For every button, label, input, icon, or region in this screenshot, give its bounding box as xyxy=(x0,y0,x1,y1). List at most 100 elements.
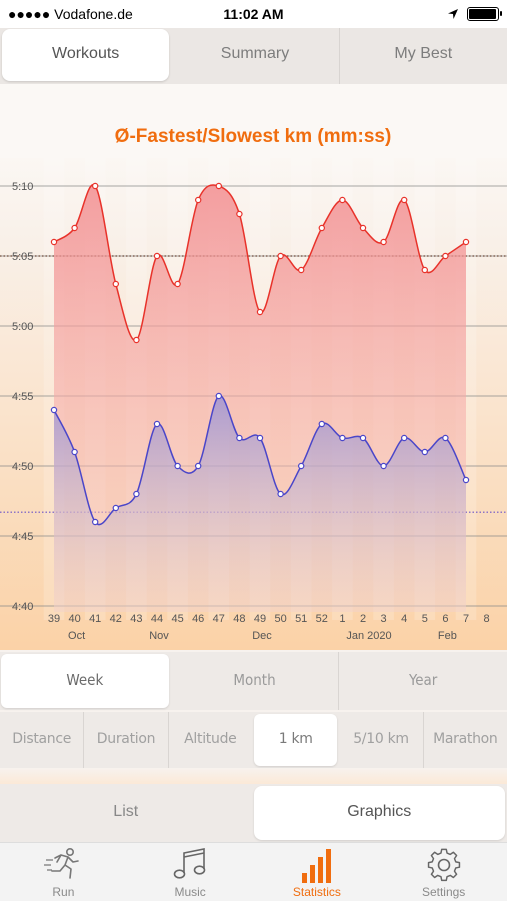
metric-marathon[interactable]: Marathon xyxy=(422,712,507,768)
y-tick-label: 5:10 xyxy=(12,181,33,193)
range-month[interactable]: Month xyxy=(233,671,276,689)
x-tick-label: 46 xyxy=(192,613,204,625)
data-point xyxy=(401,196,408,204)
data-point xyxy=(421,266,428,274)
data-point xyxy=(133,336,140,344)
carrier-label: ●●●●● Vodafone.de xyxy=(8,6,133,22)
series-area xyxy=(54,395,466,612)
tabbar-settings[interactable]: Settings xyxy=(380,843,507,901)
data-point xyxy=(298,462,305,470)
tabbar-run[interactable]: Run xyxy=(0,843,127,901)
tabbar-statistics-label: Statistics xyxy=(292,885,341,899)
gear-icon xyxy=(427,848,460,882)
data-point xyxy=(215,392,222,400)
x-tick-label: 45 xyxy=(171,613,183,625)
battery-level xyxy=(469,9,496,19)
x-tick-label: 1 xyxy=(339,613,345,625)
view-segmented-control: List Graphics xyxy=(0,784,507,842)
month-label: Oct xyxy=(68,630,85,642)
x-tick-label: 51 xyxy=(295,613,307,625)
data-point xyxy=(359,434,367,442)
y-tick-label: 4:40 xyxy=(12,601,33,613)
x-tick-label: 50 xyxy=(274,613,286,625)
data-point xyxy=(215,182,222,190)
data-point xyxy=(462,238,470,246)
metric-altitude[interactable]: Altitude xyxy=(167,712,252,768)
tab-summary[interactable]: Summary xyxy=(220,45,290,62)
data-point xyxy=(91,182,99,190)
data-point xyxy=(339,196,346,204)
x-tick-label: 43 xyxy=(130,613,142,625)
y-tick-label: 5:00 xyxy=(12,321,33,333)
data-point xyxy=(380,238,387,246)
x-tick-label: 42 xyxy=(110,613,122,625)
data-point xyxy=(50,406,58,414)
range-week[interactable]: Week xyxy=(1,654,169,708)
data-point xyxy=(153,420,161,428)
data-point xyxy=(174,462,181,470)
chart-area: Ø-Fastest/Slowest km (mm:ss) 4:40 4:45 4:5… xyxy=(0,84,507,650)
month-label: Dec xyxy=(252,630,272,642)
data-point xyxy=(442,434,449,442)
x-tick-label: 7 xyxy=(463,613,469,625)
month-label: Feb xyxy=(438,630,457,642)
data-point xyxy=(318,224,325,232)
data-point xyxy=(112,504,120,512)
data-point xyxy=(174,280,181,288)
x-tick-label: 47 xyxy=(213,613,225,625)
series-line xyxy=(53,183,467,341)
metric-5-10km[interactable]: 5/10 km xyxy=(353,731,409,747)
data-point xyxy=(401,434,408,442)
view-list[interactable]: List xyxy=(113,803,139,820)
tabbar-statistics[interactable]: Statistics xyxy=(254,843,381,901)
tab-bar: Run Music Statistics Settings xyxy=(0,842,507,901)
x-tick-label: 39 xyxy=(48,613,60,625)
data-point xyxy=(153,252,161,260)
tabbar-music-label: Music xyxy=(174,885,206,899)
clock: 11:02 AM xyxy=(223,6,284,22)
view-graphics[interactable]: Graphics xyxy=(253,786,505,840)
tabbar-settings-label: Settings xyxy=(421,885,466,899)
fastest-slowest-chart: Ø-Fastest/Slowest km (mm:ss) 4:40 4:45 4:5… xyxy=(0,126,507,650)
x-tick-label: 41 xyxy=(89,613,101,625)
data-point xyxy=(91,518,99,526)
data-point xyxy=(236,210,243,218)
data-point xyxy=(421,448,428,456)
month-label: Jan 2020 xyxy=(346,630,391,642)
range-year[interactable]: Year xyxy=(338,652,507,710)
data-point xyxy=(442,252,449,260)
data-point xyxy=(256,308,264,316)
top-segmented-control: Workouts Summary My Best xyxy=(0,28,507,84)
separator-glow xyxy=(0,768,507,784)
metric-distance[interactable]: Distance xyxy=(12,731,72,747)
runner-icon xyxy=(44,847,80,879)
metric-1km[interactable]: 1 km xyxy=(253,714,338,766)
data-point xyxy=(462,476,470,484)
data-point xyxy=(380,462,387,470)
metric-duration[interactable]: Duration xyxy=(83,712,167,768)
data-point xyxy=(298,266,305,274)
tabbar-run-label: Run xyxy=(52,885,75,899)
data-point xyxy=(277,490,284,498)
battery-icon xyxy=(467,7,502,21)
data-point xyxy=(71,448,78,456)
tab-workouts[interactable]: Workouts xyxy=(2,29,170,81)
location-arrow-icon xyxy=(448,9,458,19)
x-tick-label: 5 xyxy=(422,613,428,625)
x-tick-label: 48 xyxy=(233,613,245,625)
tab-my-best[interactable]: My Best xyxy=(338,28,507,84)
data-point xyxy=(50,238,58,246)
bar-chart-icon xyxy=(301,849,331,883)
month-label: Nov xyxy=(149,630,169,642)
data-point xyxy=(71,224,78,232)
data-point xyxy=(339,434,346,442)
data-point xyxy=(194,462,202,470)
x-tick-label: 49 xyxy=(254,613,266,625)
data-point xyxy=(194,196,202,204)
data-point xyxy=(236,434,243,442)
data-point xyxy=(133,490,140,498)
y-tick-label: 4:50 xyxy=(12,461,33,473)
tabbar-music[interactable]: Music xyxy=(127,843,254,901)
x-tick-label: 44 xyxy=(151,613,163,625)
y-tick-label: 4:45 xyxy=(12,531,33,543)
